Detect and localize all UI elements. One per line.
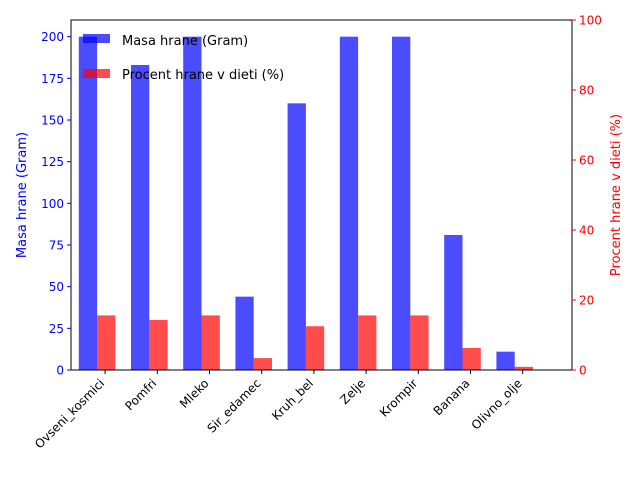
bar-mass-Pomfri bbox=[131, 65, 150, 370]
left-tick-label: 200 bbox=[41, 30, 64, 44]
left-tick-label: 175 bbox=[41, 72, 64, 86]
bar-percent-Banana bbox=[462, 347, 481, 370]
bar-mass-Ovseni_kosmici bbox=[78, 36, 98, 371]
left-tick-label: 0 bbox=[56, 364, 64, 378]
bar-percent-Mleko bbox=[201, 315, 220, 370]
x-tick-label: Kruh_bel bbox=[269, 376, 316, 423]
bar-percent-Ovseni_kosmici bbox=[97, 315, 116, 370]
bar-percent-Olivno_olje bbox=[514, 366, 533, 370]
x-tick-label: Ovseni_kosmici bbox=[32, 376, 107, 451]
x-tick-label: Krompir bbox=[377, 376, 421, 420]
right-tick-label: 0 bbox=[579, 364, 587, 378]
right-tick-label: 100 bbox=[579, 14, 602, 28]
bar-mass-Mleko bbox=[183, 36, 202, 371]
right-axis: 0 20 40 60 80 100 bbox=[572, 14, 602, 378]
right-tick-label: 80 bbox=[579, 84, 594, 98]
x-tick-label: Banana bbox=[431, 376, 473, 418]
x-tick-label: Zelje bbox=[337, 376, 368, 407]
bar-percent-Sir_edamec bbox=[253, 358, 272, 370]
left-tick-label: 150 bbox=[41, 114, 64, 128]
right-tick-label: 40 bbox=[579, 224, 594, 238]
bar-mass-Kruh_bel bbox=[287, 103, 306, 370]
bar-percent-Krompir bbox=[410, 315, 429, 370]
legend: Masa hrane (Gram) Procent hrane v dieti … bbox=[83, 34, 284, 83]
bar-percent-Kruh_bel bbox=[305, 326, 325, 370]
legend-label-percent: Procent hrane v dieti (%) bbox=[122, 68, 284, 83]
percent-bars bbox=[97, 315, 533, 370]
right-axis-label: Procent hrane v dieti (%) bbox=[609, 114, 624, 276]
legend-swatch-mass bbox=[83, 34, 110, 43]
x-tick-label: Pomfri bbox=[122, 376, 159, 413]
left-tick-label: 125 bbox=[41, 155, 64, 169]
bar-mass-Zelje bbox=[339, 36, 359, 371]
left-tick-label: 100 bbox=[41, 197, 64, 211]
x-tick-label: Olivno_olje bbox=[469, 376, 525, 432]
bar-percent-Pomfri bbox=[149, 319, 168, 370]
legend-swatch-percent bbox=[83, 69, 110, 78]
bar-percent-Zelje bbox=[358, 315, 377, 370]
plot-frame bbox=[70, 19, 573, 371]
left-tick-label: 75 bbox=[49, 239, 64, 253]
bar-mass-Banana bbox=[444, 235, 463, 370]
bar-mass-Olivno_olje bbox=[496, 351, 515, 370]
left-tick-label: 25 bbox=[49, 322, 64, 336]
bar-mass-Krompir bbox=[392, 36, 411, 371]
mass-bars bbox=[78, 36, 515, 371]
left-tick-label: 50 bbox=[49, 280, 64, 294]
left-axis: 0 25 50 75 100 125 150 175 200 bbox=[41, 30, 71, 378]
x-tick-label: Mleko bbox=[177, 376, 212, 411]
right-tick-label: 20 bbox=[579, 294, 594, 308]
right-tick-label: 60 bbox=[579, 154, 594, 168]
legend-label-mass: Masa hrane (Gram) bbox=[122, 34, 248, 49]
x-tick-label: Sir_edamec bbox=[204, 376, 263, 435]
left-axis-label: Masa hrane (Gram) bbox=[15, 132, 30, 258]
bar-mass-Sir_edamec bbox=[235, 296, 254, 370]
